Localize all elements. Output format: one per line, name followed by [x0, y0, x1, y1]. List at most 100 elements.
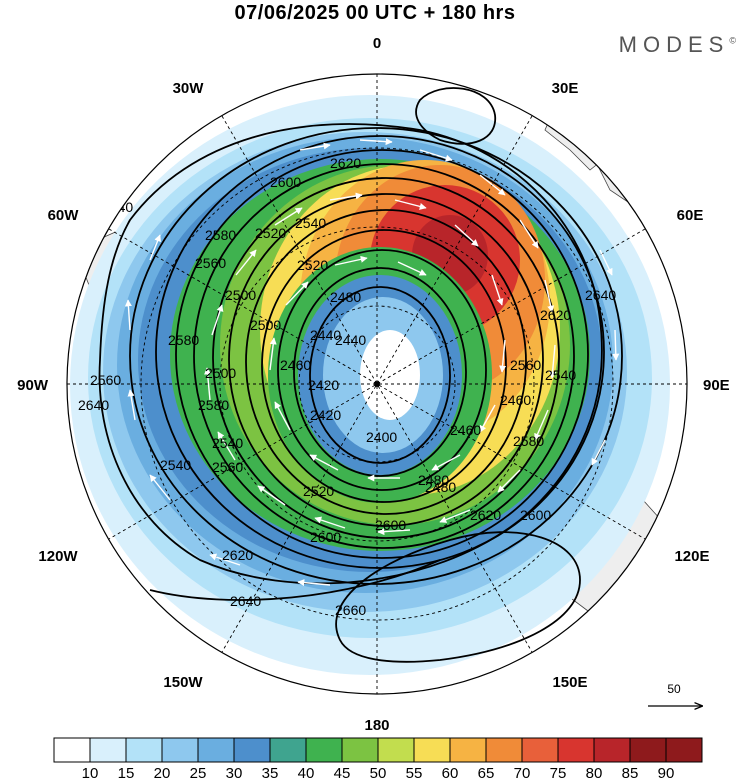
wind-vector	[285, 281, 309, 306]
colorbar-label: 15	[118, 765, 135, 782]
wind-vector	[274, 207, 303, 226]
colorbar-label: 10	[82, 765, 99, 782]
colorbar-swatch	[305, 737, 343, 763]
pole-marker	[374, 381, 380, 387]
contour-label: 2400	[366, 429, 397, 445]
colorbar-label: 65	[478, 765, 495, 782]
wind-vector	[334, 255, 368, 266]
colorbar-swatch	[197, 737, 235, 763]
contour-label: 2560	[510, 357, 541, 373]
wind-vectors	[124, 138, 620, 587]
colorbar-swatch	[89, 737, 127, 763]
contour-label: 2440	[310, 327, 341, 343]
wind-vector	[209, 553, 241, 566]
contour-label: 2640	[78, 397, 109, 413]
colorbar-swatch	[557, 737, 595, 763]
wind-vector	[204, 367, 212, 401]
wind-vector	[497, 469, 521, 493]
colorbar-swatch	[521, 737, 559, 763]
contour-labels: 2640 2620 2600 2580 2560 2540 2520 2500 …	[78, 155, 616, 618]
contour-label: 2520	[255, 225, 286, 241]
contour-label: 2460	[280, 357, 311, 373]
contour-label: 2500	[250, 317, 281, 333]
contour-label: 2560	[195, 255, 226, 271]
lon-label-90w: 90W	[17, 377, 49, 394]
contour-label: 2640	[102, 199, 133, 215]
contour-2460	[277, 249, 487, 491]
contour-label: 2520	[297, 257, 328, 273]
contour-label: 2500	[205, 365, 236, 381]
wind-vector	[297, 579, 331, 587]
wind-vector	[377, 528, 411, 536]
lon-label-120e: 120E	[674, 548, 709, 565]
colorbar-label: 45	[334, 765, 351, 782]
lon-label-60w: 60W	[48, 207, 80, 224]
wind-vector	[359, 138, 393, 146]
colorbar-label: 30	[226, 765, 243, 782]
colorbar-swatch	[233, 737, 271, 763]
contour-label: 2540	[295, 215, 326, 231]
contour-label: 2480	[425, 479, 456, 495]
wind-vector	[499, 339, 507, 373]
contour-label: 2640	[585, 287, 616, 303]
contour-label: 2540	[212, 435, 243, 451]
lon-label-90e: 90E	[703, 377, 730, 394]
colorbar-label: 40	[298, 765, 315, 782]
wind-vector	[274, 401, 291, 431]
contour-2440	[293, 267, 467, 477]
contour-label: 2560	[212, 459, 243, 475]
contour-label: 2620	[330, 155, 361, 171]
contour-2660	[335, 531, 581, 663]
wind-vector	[299, 142, 331, 151]
lon-label-0: 0	[373, 35, 381, 52]
wind-vector	[397, 261, 427, 276]
contour-north-cell	[415, 87, 496, 145]
colorbar: 10 15 20 25 30 35 40 45 50 55 60 65 70 75 80 85 90	[53, 737, 703, 782]
contour-label: 2580	[168, 332, 199, 348]
colorbar-swatch	[269, 737, 307, 763]
contour-2620	[129, 127, 623, 585]
contour-label: 2600	[310, 529, 341, 545]
wind-vector	[454, 224, 479, 247]
wind-vector	[309, 454, 339, 471]
wind-vector	[149, 234, 161, 261]
wind-vector	[257, 485, 286, 506]
reference-vector-label: 50	[667, 682, 681, 696]
colorbar-swatch	[161, 737, 199, 763]
wind-vector	[419, 149, 453, 162]
contour-label: 2580	[513, 433, 544, 449]
contour-label: 2600	[520, 507, 551, 523]
contour-2640-south	[149, 559, 441, 601]
contour-label: 2580	[205, 227, 236, 243]
lon-label-120w: 120W	[38, 548, 78, 565]
colorbar-swatch	[53, 737, 91, 763]
wind-vector	[269, 337, 277, 371]
wind-vector	[479, 174, 506, 196]
contour-label: 2600	[375, 517, 406, 533]
lon-label-150w: 150W	[163, 674, 203, 691]
contour-label: 2500	[225, 287, 256, 303]
colorbar-label: 55	[406, 765, 423, 782]
lon-label-30e: 30E	[552, 80, 579, 97]
contour-label: 2660	[335, 602, 366, 618]
colorbar-label: 75	[550, 765, 567, 782]
wind-vector	[479, 404, 496, 433]
contour-label: 2580	[198, 397, 229, 413]
colorbar-swatch	[449, 737, 487, 763]
colorbar-label: 80	[586, 765, 603, 782]
contour-label: 2540	[545, 367, 576, 383]
wind-vector	[217, 431, 236, 461]
contour-2600	[155, 135, 605, 569]
colorbar-swatch	[665, 737, 703, 763]
wind-vector	[314, 516, 346, 529]
wind-vector	[149, 474, 171, 501]
colorbar-swatch	[377, 737, 415, 763]
colorbar-swatch	[341, 737, 379, 763]
colorbar-swatch	[125, 737, 163, 763]
contour-label: 2520	[303, 483, 334, 499]
contour-label: 2640	[230, 593, 261, 609]
contour-label: 2460	[500, 392, 531, 408]
contour-label: 2620	[470, 507, 501, 523]
wind-vector	[591, 439, 606, 466]
